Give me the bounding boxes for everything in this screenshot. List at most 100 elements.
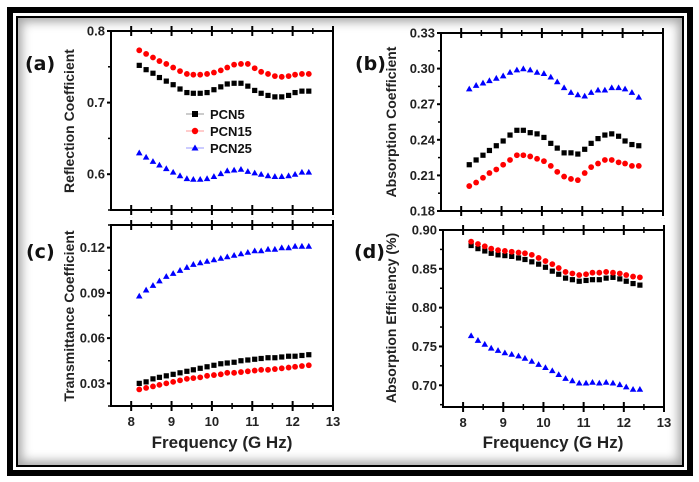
data-point-triangle <box>278 244 286 251</box>
series-pcn5 <box>136 352 312 386</box>
data-point-circle <box>217 371 224 378</box>
data-point-triangle <box>196 259 204 266</box>
data-point-circle <box>170 378 177 385</box>
data-point-circle <box>636 274 643 281</box>
data-point-square <box>488 250 494 256</box>
data-point-square <box>218 84 224 90</box>
data-point-triangle <box>237 250 245 257</box>
data-point-square <box>150 376 156 382</box>
data-point-triangle <box>285 172 292 179</box>
data-point-circle <box>601 157 608 163</box>
data-point-triangle <box>291 242 299 249</box>
data-point-circle <box>292 71 298 78</box>
x-tick-label-faint: · · <box>250 215 254 220</box>
data-point-circle <box>527 153 534 160</box>
data-point-triangle <box>581 92 588 99</box>
data-point-triangle <box>474 337 482 343</box>
y-tick-label: 0.8 <box>87 24 105 39</box>
data-point-square <box>623 278 629 284</box>
data-point-circle <box>258 68 265 75</box>
data-point-triangle <box>156 161 163 168</box>
data-point-square <box>252 356 258 362</box>
data-point-triangle <box>291 171 299 177</box>
data-point-circle <box>211 372 217 378</box>
data-point-circle <box>583 271 589 278</box>
data-point-circle <box>466 183 473 189</box>
data-point-square <box>541 134 547 141</box>
data-point-square <box>480 152 486 158</box>
data-point-circle <box>535 255 542 261</box>
data-point-triangle <box>230 166 238 173</box>
data-point-triangle <box>542 364 549 371</box>
data-point-square <box>156 374 163 380</box>
data-point-square <box>468 242 474 249</box>
data-point-triangle <box>257 171 265 177</box>
data-point-circle <box>635 163 642 169</box>
data-point-square <box>218 361 224 367</box>
data-point-circle <box>475 241 481 247</box>
data-point-circle <box>136 386 143 393</box>
data-point-triangle <box>535 361 542 367</box>
data-point-square <box>493 143 499 149</box>
data-point-square <box>576 278 582 284</box>
data-point-square <box>279 354 285 360</box>
data-point-circle <box>271 73 278 80</box>
y-tick-label: 0.21 <box>410 168 435 183</box>
x-tick-label: 12 <box>285 414 299 429</box>
data-point-square <box>500 138 506 144</box>
data-point-circle <box>299 363 305 369</box>
series-pcn25 <box>465 65 643 100</box>
data-point-square <box>473 157 479 163</box>
data-point-circle <box>468 238 475 245</box>
x-tick-label-faint: · · <box>331 215 335 220</box>
data-point-circle <box>238 369 244 375</box>
data-point-triangle <box>190 176 197 182</box>
data-point-circle <box>596 269 603 276</box>
data-point-square <box>238 358 244 364</box>
data-point-square <box>238 80 244 86</box>
x-tick-label-faint: · · <box>621 216 625 221</box>
x-tick-label-faint: · · <box>170 215 174 220</box>
data-point-triangle <box>575 379 583 386</box>
y-tick-label: 0.33 <box>410 26 435 41</box>
data-point-circle <box>197 71 204 78</box>
y-tick-label: 0.75 <box>412 339 437 354</box>
data-point-circle <box>292 363 298 370</box>
y-tick-label: 0.80 <box>412 300 437 315</box>
data-point-circle <box>305 362 312 369</box>
data-point-circle <box>549 261 556 268</box>
legend-item-pcn5: PCN5 <box>186 107 245 122</box>
data-point-circle <box>190 375 197 381</box>
data-point-triangle <box>196 176 204 182</box>
data-point-triangle <box>520 65 527 72</box>
data-point-triangle <box>244 248 252 255</box>
data-point-square <box>583 277 589 284</box>
data-point-square <box>556 271 562 277</box>
data-point-triangle <box>169 168 177 175</box>
data-point-circle <box>589 269 596 276</box>
data-point-triangle <box>149 282 157 288</box>
data-point-triangle <box>609 379 617 386</box>
data-point-circle <box>136 47 143 54</box>
data-point-triangle <box>298 168 306 175</box>
x-tick-label-faint: · · <box>540 216 544 221</box>
data-point-circle <box>513 152 520 159</box>
data-point-circle <box>629 163 635 169</box>
panel-a: (a) Reflection Coefficient PCN5 PCN15 PC… <box>25 24 335 221</box>
data-point-square <box>595 136 601 142</box>
data-point-triangle <box>298 242 306 249</box>
data-point-square <box>272 355 278 361</box>
y-tick-label: 0.12 <box>80 240 105 255</box>
data-point-circle <box>150 383 156 390</box>
data-point-square <box>170 371 176 377</box>
x-tick-label: 10 <box>205 414 219 429</box>
x-tick-label-faint: · · <box>291 215 295 220</box>
data-point-circle <box>156 381 163 388</box>
data-point-triangle <box>548 367 556 374</box>
data-point-triangle <box>567 89 575 95</box>
data-point-circle <box>143 385 150 391</box>
x-tick-label: 12 <box>617 415 631 430</box>
legend-label: PCN25 <box>210 141 252 156</box>
plot-area-frame <box>442 229 665 408</box>
y-tick-label: 0.90 <box>412 223 437 238</box>
